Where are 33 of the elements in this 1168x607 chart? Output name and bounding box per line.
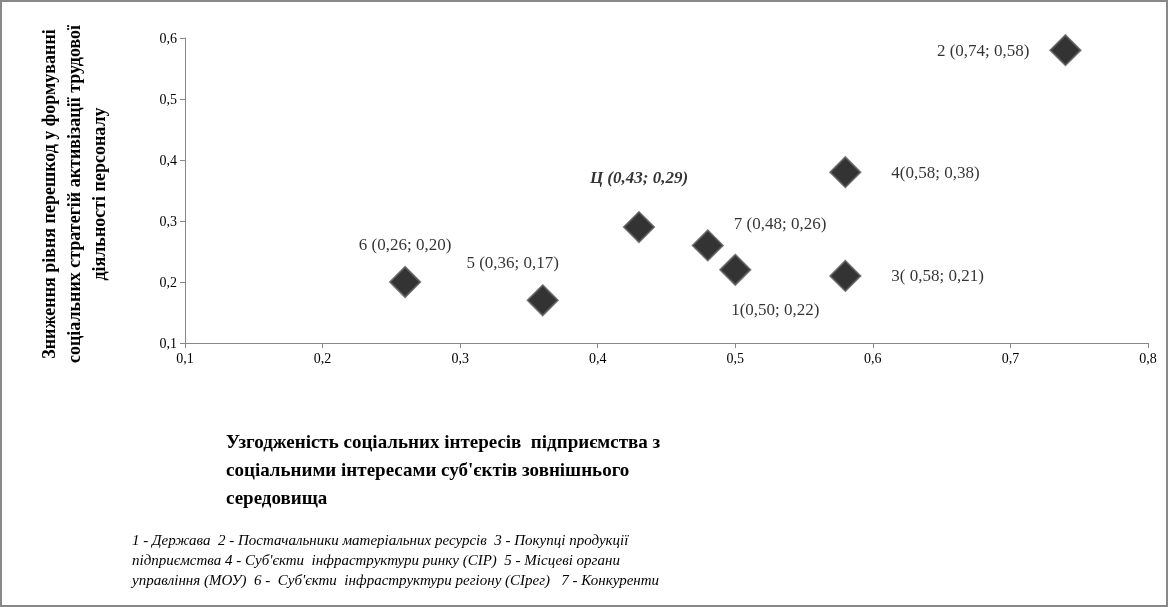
data-label: 4(0,58; 0,38) bbox=[891, 162, 980, 182]
point bbox=[622, 211, 655, 244]
point bbox=[1049, 34, 1082, 67]
y-axis-title: Зниження рівня перешкод у формуванні соціальних стратегій активізації трудової діяльності персоналу bbox=[39, 23, 109, 364]
data-label: 3( 0,58; 0,21) bbox=[891, 266, 984, 286]
data-label: Ц (0,43; 0,29) bbox=[588, 168, 689, 188]
point bbox=[526, 284, 559, 317]
y-tick-label: 0,3 bbox=[159, 213, 177, 229]
point bbox=[829, 259, 862, 292]
data-label: 6 (0,26; 0,20) bbox=[358, 235, 452, 254]
x-tick-label: 0,8 bbox=[1139, 350, 1157, 366]
point bbox=[389, 266, 422, 298]
data-label: 2 (0,74; 0,58) bbox=[936, 40, 1030, 60]
x-tick-label: 0,4 bbox=[588, 350, 607, 366]
x-tick-label: 0,1 bbox=[176, 350, 194, 366]
point bbox=[691, 229, 724, 262]
y-tick-label: 0,5 bbox=[159, 91, 177, 107]
y-tick-label: 0,2 bbox=[159, 274, 177, 290]
point bbox=[829, 156, 862, 189]
x-tick-label: 0,7 bbox=[1001, 350, 1020, 366]
data-label: 1(0,50; 0,22) bbox=[731, 299, 820, 319]
y-tick-label: 0,4 bbox=[159, 152, 177, 168]
x-tick-label: 0,2 bbox=[313, 350, 332, 366]
x-tick-label: 0,5 bbox=[726, 350, 745, 366]
y-tick-label: 0,1 bbox=[159, 335, 177, 351]
data-label: 5 (0,36; 0,17) bbox=[466, 253, 559, 273]
text: 1 - Держава 2 - Постачальники матеріальних ресурсів 3 - Покупці продукції підприємства 4 - Суб'єкти інфраструктури ринку (СІР) 5 - Місцеві органи управління (МОУ) 6 - Суб'єкти інфраструктури регіону (СІрег) 7 - Конкуренти bbox=[130, 532, 660, 589]
x-axis-title: Узгодженість соціальних інтересів підприємства з соціальними інтересами суб'єктів зовнішнього середовища bbox=[226, 430, 665, 508]
x-tick-label: 0,3 bbox=[451, 350, 469, 366]
data-label: 7 (0,48; 0,26) bbox=[733, 213, 827, 233]
x-tick-label: 0,6 bbox=[864, 350, 882, 366]
point bbox=[719, 253, 752, 286]
y-tick-label: 0,6 bbox=[159, 30, 177, 46]
